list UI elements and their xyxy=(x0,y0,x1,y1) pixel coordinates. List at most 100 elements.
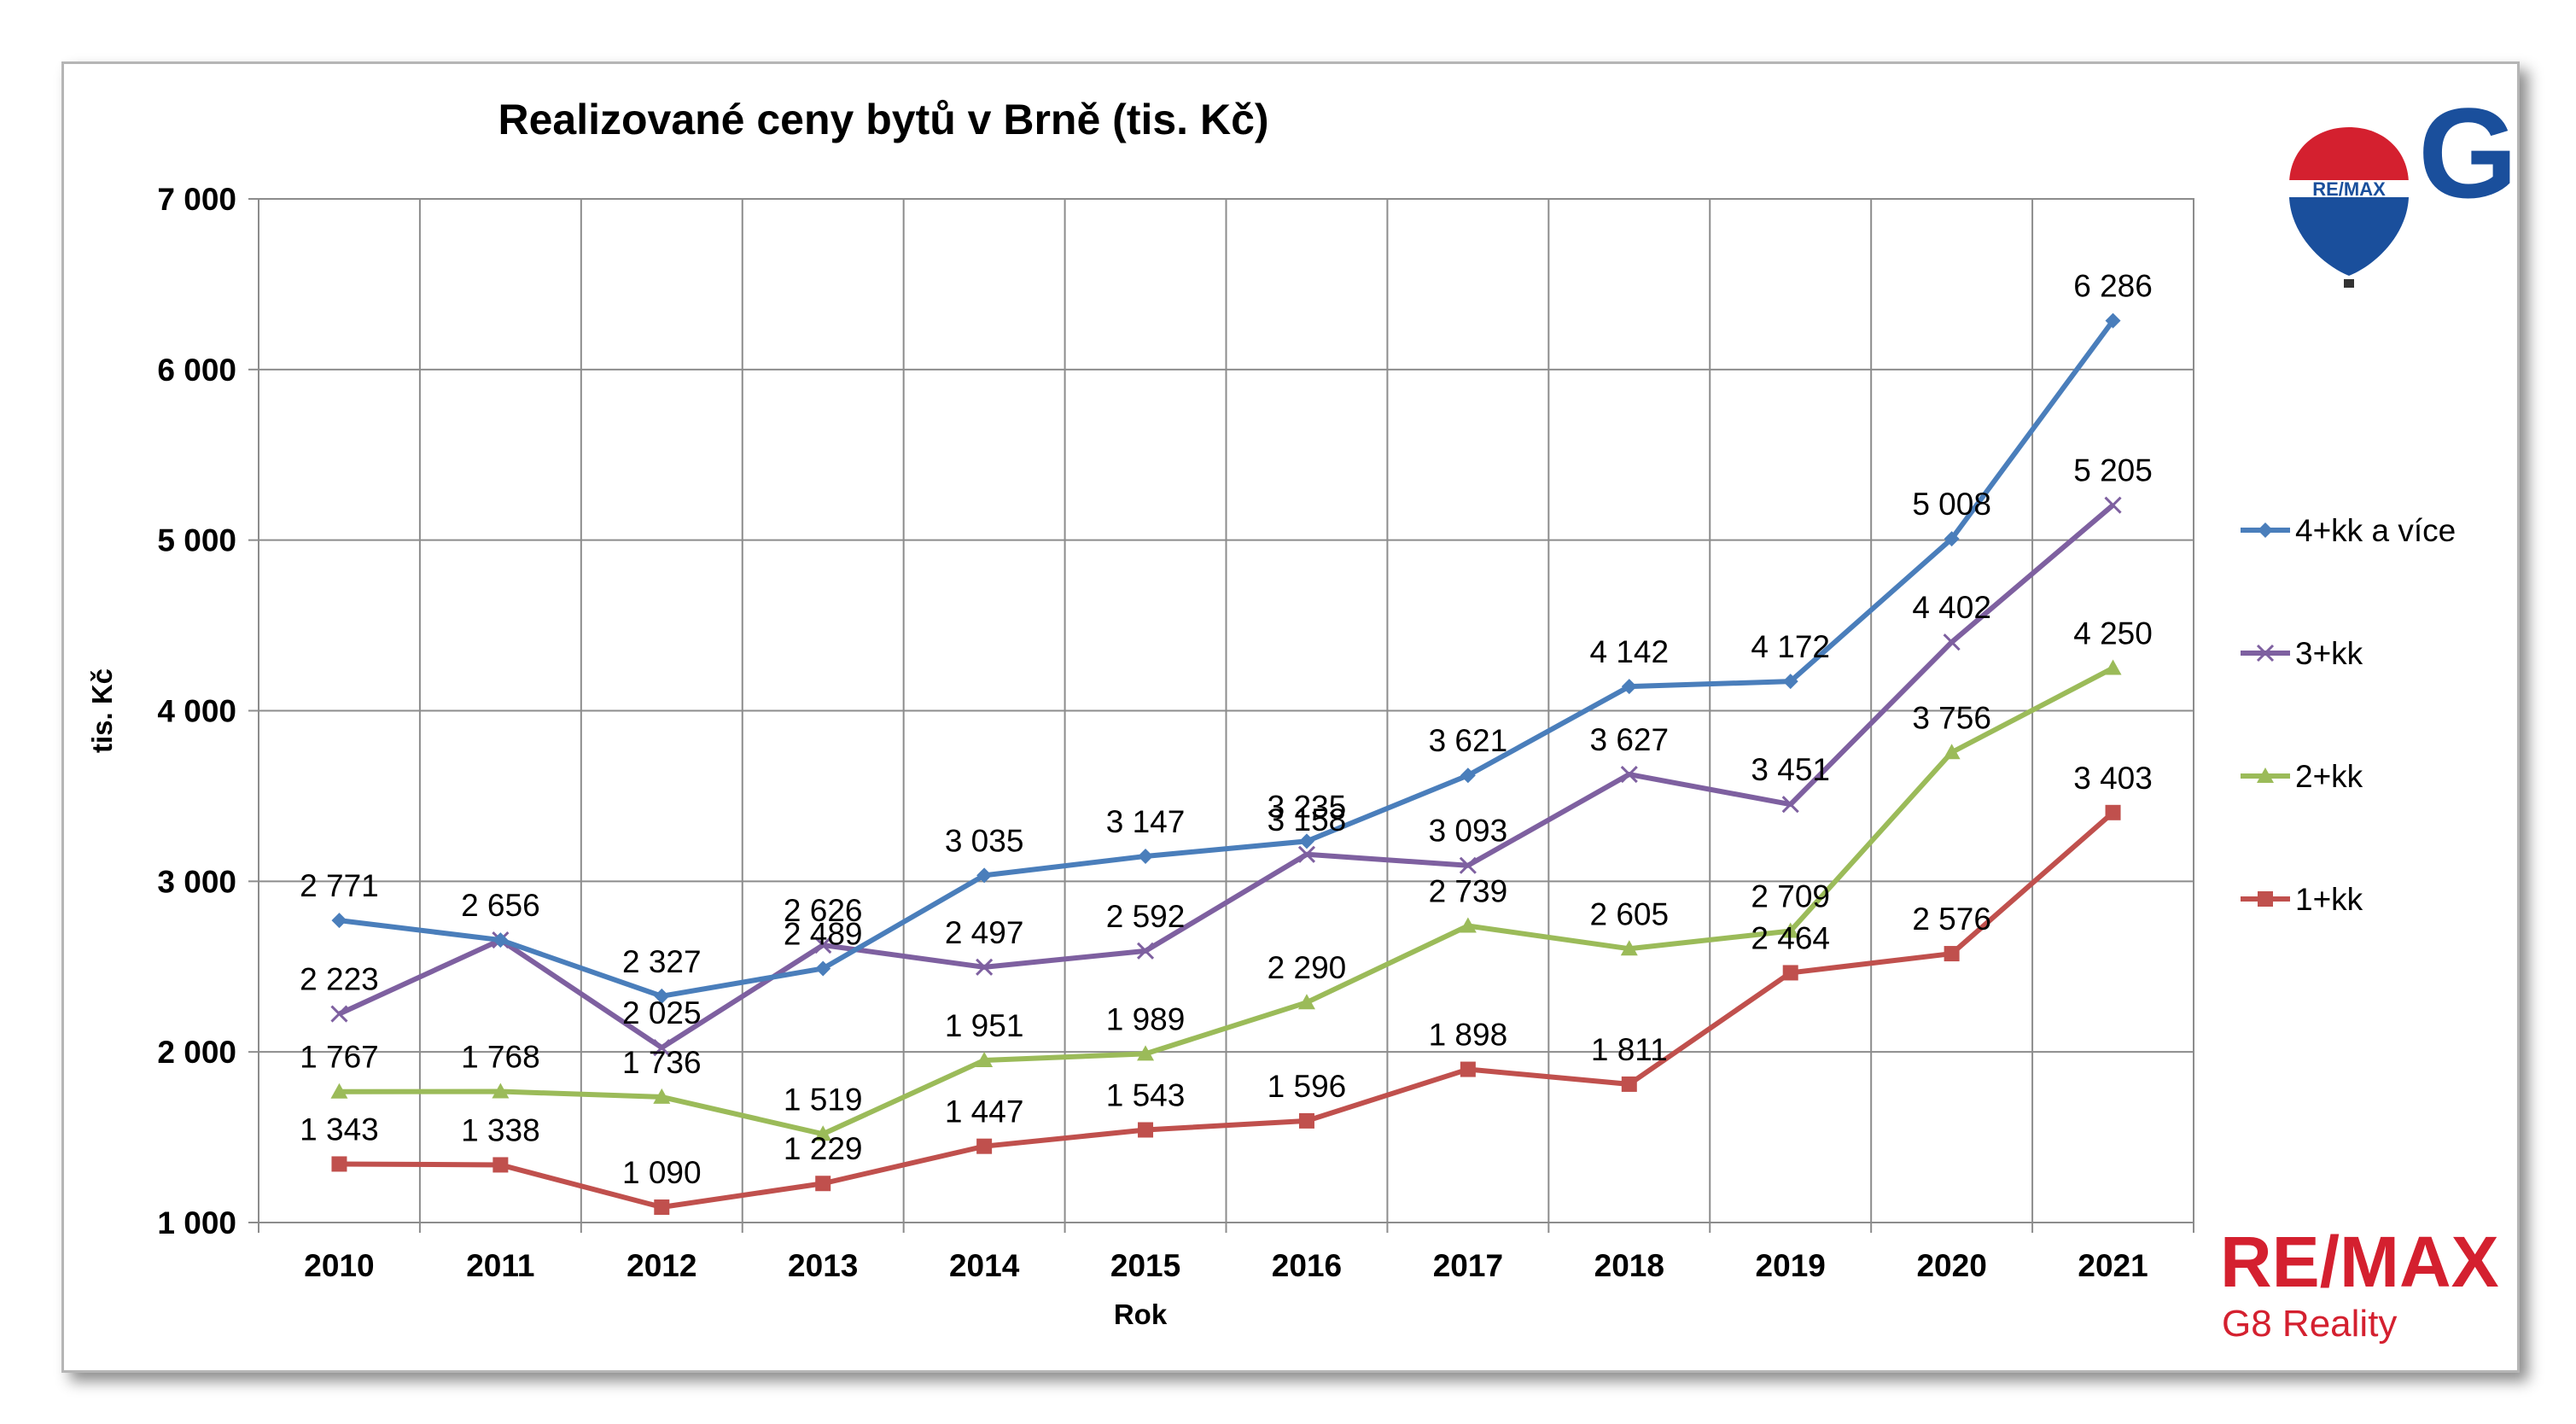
data-label: 2 223 xyxy=(300,962,379,997)
x-tick-label: 2012 xyxy=(627,1248,696,1283)
data-point xyxy=(976,958,994,976)
legend-marker xyxy=(2258,522,2273,538)
data-label: 5 008 xyxy=(1912,487,1991,522)
data-point xyxy=(1621,1076,1637,1092)
x-tick-label: 2013 xyxy=(788,1248,858,1283)
chart-title: Realizované ceny bytů v Brně (tis. Kč) xyxy=(498,96,1268,143)
chart-frame: Realizované ceny bytů v Brně (tis. Kč) 1… xyxy=(61,61,2520,1373)
data-point xyxy=(1297,994,1315,1010)
data-label: 3 621 xyxy=(1429,723,1508,758)
balloon-bottom xyxy=(2289,197,2409,276)
legend-label: 3+kk xyxy=(2295,636,2363,671)
data-label: 2 771 xyxy=(300,868,379,903)
data-point xyxy=(815,960,831,977)
data-point xyxy=(1620,940,1638,956)
data-point xyxy=(654,1199,670,1216)
legend-marker xyxy=(2258,891,2273,907)
data-point xyxy=(1459,917,1477,933)
legend-label: 2+kk xyxy=(2295,759,2363,794)
x-tick-label: 2015 xyxy=(1110,1248,1180,1283)
x-tick-label: 2017 xyxy=(1433,1248,1503,1283)
series-2-kk xyxy=(330,659,2122,1141)
data-point xyxy=(1782,674,1798,690)
legend-label: 1+kk xyxy=(2295,882,2363,917)
data-label: 1 229 xyxy=(784,1131,863,1166)
data-label: 5 205 xyxy=(2073,453,2153,488)
data-point xyxy=(492,1157,509,1173)
data-label: 1 767 xyxy=(300,1040,379,1075)
data-label: 3 756 xyxy=(1912,700,1991,735)
data-point xyxy=(2104,496,2122,514)
balloon-basket xyxy=(2344,279,2354,288)
series-line xyxy=(339,318,2115,999)
data-point xyxy=(1460,1061,1476,1077)
data-point xyxy=(1781,922,1799,938)
data-point xyxy=(1136,942,1155,960)
data-point xyxy=(1782,965,1798,981)
data-point xyxy=(1138,848,1154,864)
data-label: 2 489 xyxy=(784,916,863,951)
legend-item: 4+kk a více xyxy=(2241,513,2456,548)
data-label: 2 709 xyxy=(1751,878,1830,913)
series-layer xyxy=(330,312,2122,1216)
data-point xyxy=(331,1156,347,1172)
data-label: 1 951 xyxy=(945,1008,1024,1043)
data-point xyxy=(1943,744,1961,760)
x-tick-label: 2010 xyxy=(304,1248,374,1283)
data-label: 1 898 xyxy=(1429,1018,1508,1053)
x-tick-label: 2014 xyxy=(949,1248,1020,1283)
data-label: 3 627 xyxy=(1589,722,1669,757)
g8-logo-text: G8 xyxy=(2418,81,2517,225)
data-point xyxy=(815,1176,831,1192)
series-4-kk-a-v-ce xyxy=(331,312,2121,1004)
data-label: 2 327 xyxy=(622,944,702,979)
legend-marker xyxy=(2256,644,2275,662)
x-tick-label: 2021 xyxy=(2078,1248,2148,1283)
data-point xyxy=(1297,845,1316,863)
data-label: 2 576 xyxy=(1912,902,1991,937)
data-point xyxy=(1298,833,1314,849)
y-axis-title: tis. Kč xyxy=(86,668,118,753)
data-point xyxy=(1137,1045,1155,1061)
legend-item: 2+kk xyxy=(2241,759,2363,794)
data-label: 3 158 xyxy=(1268,802,1347,837)
data-label: 1 768 xyxy=(461,1040,540,1075)
series-line xyxy=(339,665,2114,1137)
remax-balloon-logo: RE/MAX xyxy=(2289,127,2409,288)
data-point xyxy=(653,1088,671,1104)
data-label: 3 451 xyxy=(1751,752,1830,787)
data-label: 3 403 xyxy=(2073,761,2153,796)
data-point xyxy=(976,1051,994,1067)
y-tick-label: 3 000 xyxy=(157,864,236,899)
data-label: 1 989 xyxy=(1106,1001,1186,1036)
data-label: 2 656 xyxy=(461,888,540,923)
legend-item: 1+kk xyxy=(2241,882,2363,917)
data-label: 2 605 xyxy=(1589,896,1669,931)
data-label: 3 035 xyxy=(945,823,1024,858)
series-line xyxy=(339,810,2115,1211)
data-point xyxy=(2105,804,2121,820)
data-point xyxy=(1944,531,1960,547)
data-point xyxy=(654,988,670,1004)
data-label: 2 739 xyxy=(1429,873,1508,908)
data-point xyxy=(1138,1122,1154,1138)
balloon-band xyxy=(2289,180,2409,199)
data-label: 3 235 xyxy=(1268,789,1347,824)
data-label: 1 736 xyxy=(622,1045,702,1080)
data-point xyxy=(330,1005,348,1023)
y-tick-label: 4 000 xyxy=(157,694,236,729)
data-label: 2 592 xyxy=(1106,899,1186,934)
balloon-text: RE/MAX xyxy=(2312,178,2386,200)
data-label: 4 402 xyxy=(1912,590,1991,625)
data-label: 4 142 xyxy=(1589,634,1669,669)
data-point xyxy=(1460,767,1476,784)
data-label: 2 464 xyxy=(1751,920,1830,955)
data-label: 1 811 xyxy=(1591,1032,1668,1067)
data-label: 4 250 xyxy=(2073,616,2153,651)
data-point xyxy=(331,913,347,929)
y-tick-label: 2 000 xyxy=(157,1035,236,1070)
data-point xyxy=(1944,946,1960,962)
data-label: 1 090 xyxy=(622,1155,702,1190)
data-point xyxy=(814,1125,832,1141)
legend-item: 3+kk xyxy=(2241,636,2363,671)
